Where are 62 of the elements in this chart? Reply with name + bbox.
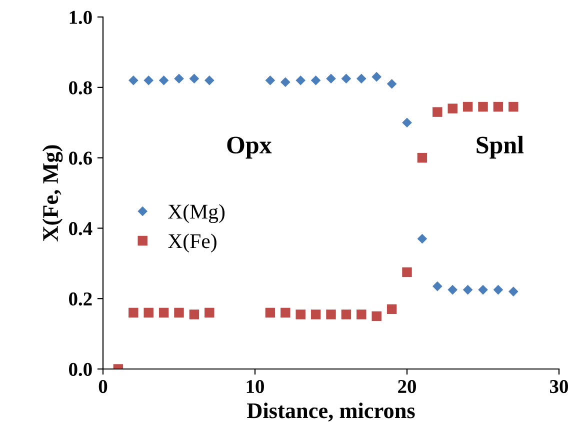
x-tick-label: 20: [398, 380, 416, 394]
point: [462, 102, 473, 112]
point: [462, 284, 473, 295]
point: [174, 74, 184, 84]
y-axis-title: X(Fe, Mg): [42, 145, 63, 242]
point: [174, 308, 184, 318]
point: [128, 75, 138, 86]
point: [417, 234, 428, 244]
point: [158, 75, 169, 86]
point: [372, 72, 382, 82]
point: [417, 152, 428, 163]
point: [280, 308, 290, 318]
y-tick-label: 0.0: [69, 362, 92, 376]
y-tick-label: 0.8: [69, 81, 92, 94]
x-axis-title: Distance, microns: [247, 402, 415, 422]
point: [508, 102, 518, 112]
point: [356, 310, 366, 320]
y-tick-label: 0.2: [69, 292, 92, 306]
y-tick-label: 0.4: [69, 222, 92, 236]
point: [448, 104, 458, 114]
point: [478, 102, 488, 112]
point: [478, 284, 488, 295]
point: [326, 310, 336, 320]
point: [204, 308, 214, 318]
point: [296, 310, 306, 320]
point: [341, 74, 352, 84]
point: [265, 308, 276, 318]
point: [326, 74, 336, 84]
annotation: Spnl: [476, 136, 524, 159]
point: [265, 75, 276, 86]
annotation: Opx: [227, 136, 272, 159]
point: [432, 107, 442, 117]
point: [310, 310, 321, 320]
point: [189, 310, 200, 320]
point: [372, 311, 382, 322]
point: [310, 75, 321, 86]
y-tick-label: 1.0: [70, 10, 92, 24]
x-tick-label: 0: [98, 380, 108, 394]
point: [144, 308, 154, 318]
legend-label: X(Fe): [168, 234, 216, 252]
point: [158, 308, 169, 318]
x-tick-label: 30: [550, 380, 568, 394]
point: [402, 267, 412, 278]
point: [341, 310, 352, 320]
point: [493, 284, 504, 295]
point: [432, 281, 442, 292]
point: [128, 308, 138, 318]
point: [144, 75, 154, 86]
point: [280, 77, 290, 88]
point: [189, 74, 200, 84]
legend-label: X(Mg): [168, 204, 225, 224]
point: [493, 102, 504, 112]
point: [296, 75, 306, 86]
x-tick-label: 10: [246, 380, 264, 394]
point: [386, 304, 397, 314]
point: [204, 75, 214, 86]
point: [508, 286, 518, 296]
point: [448, 284, 458, 295]
point: [386, 78, 397, 89]
point: [402, 118, 412, 128]
point: [356, 74, 366, 84]
y-tick-label: 0.6: [69, 152, 92, 165]
